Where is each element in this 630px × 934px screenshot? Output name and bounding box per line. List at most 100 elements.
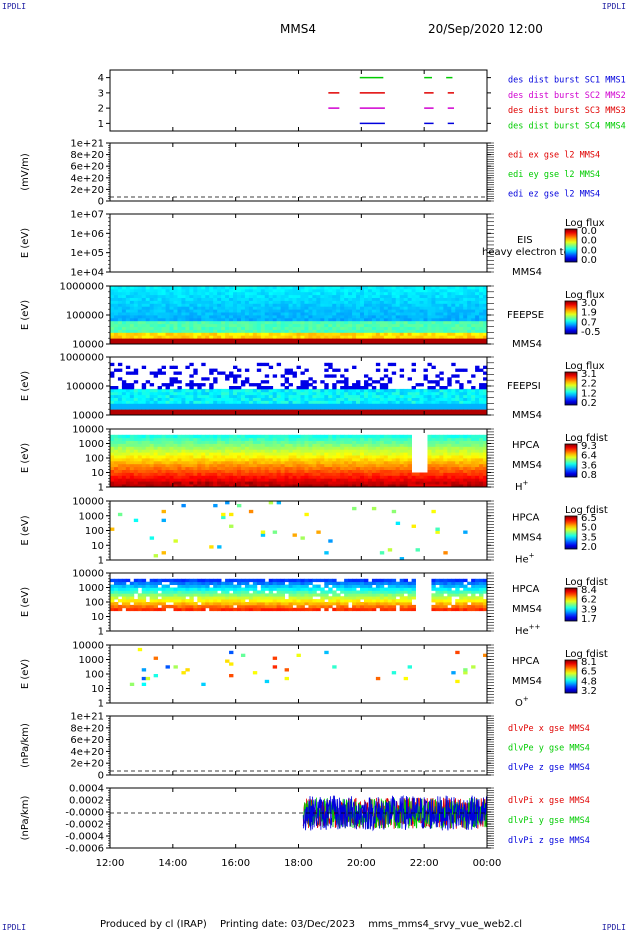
y-tick-label: 0 (98, 197, 104, 208)
heatmap-cell (149, 460, 155, 465)
heatmap-cell (110, 317, 115, 322)
heatmap-cell (336, 455, 341, 459)
heatmap-cell (479, 368, 484, 372)
heatmap-cell (439, 335, 444, 339)
heatmap-cell (479, 455, 484, 459)
heatmap-cell (312, 288, 317, 293)
heatmap-cell (209, 469, 214, 473)
heatmap-cell (316, 452, 321, 456)
heatmap-cell (177, 455, 182, 459)
heatmap-cell (352, 286, 357, 290)
heatmap-cell (399, 452, 405, 456)
heatmap-cell (169, 297, 174, 301)
heatmap-cell (375, 437, 381, 441)
heatmap-cell (439, 394, 444, 398)
heatmap-cell (475, 309, 480, 313)
heatmap-cell (149, 335, 155, 339)
heatmap-cell (117, 312, 123, 316)
heatmap-cell (352, 440, 357, 444)
heatmap-cell (344, 458, 349, 462)
heatmap-cell (371, 323, 377, 327)
heatmap-cell (169, 309, 174, 313)
heatmap-cell (360, 294, 365, 298)
heatmap-cell (483, 306, 488, 310)
heatmap-cell (161, 320, 166, 325)
heatmap-cell (320, 297, 325, 301)
heatmap-cell (439, 326, 444, 330)
heatmap-cell (312, 437, 317, 441)
heatmap-cell (320, 446, 325, 450)
heatmap-cell (383, 291, 389, 296)
heatmap-cell (129, 323, 135, 327)
heatmap-cell (483, 463, 488, 468)
heatmap-cell (217, 329, 222, 333)
heatmap-cell (479, 306, 484, 310)
heatmap-cell (117, 377, 123, 381)
heatmap-cell (280, 309, 286, 313)
heatmap-cell (475, 440, 480, 444)
heatmap-cell (189, 397, 194, 401)
heatmap-cell (197, 460, 202, 465)
heatmap-cell (471, 391, 476, 396)
heatmap-cell (133, 388, 139, 393)
heatmap-cell (272, 452, 278, 456)
heatmap-cell (189, 286, 194, 290)
heatmap-cell (161, 460, 166, 465)
heatmap-cell (479, 341, 484, 345)
heatmap-cell (276, 338, 282, 342)
heatmap-cell (248, 320, 254, 325)
heatmap-cell (344, 309, 349, 313)
heatmap-cell (165, 437, 170, 441)
heatmap-cell (459, 449, 464, 453)
heatmap-cell (367, 388, 373, 393)
heatmap-cell (443, 341, 448, 345)
heatmap-cell (367, 406, 373, 410)
heatmap-cell (288, 434, 293, 439)
heatmap-cell (391, 443, 397, 447)
heatmap-cell (221, 469, 226, 473)
heatmap-cell (217, 303, 222, 307)
heatmap-cell (383, 309, 389, 313)
heatmap-cell (447, 481, 452, 485)
heatmap-cell (332, 443, 337, 447)
heatmap-cell (137, 320, 143, 325)
heatmap-cell (479, 323, 484, 327)
heatmap-cell (447, 297, 452, 301)
heatmap-cell (312, 463, 317, 468)
heatmap-cell (435, 288, 440, 293)
heatmap-cell (189, 288, 194, 293)
heatmap-cell (371, 463, 377, 468)
heatmap-cell (205, 484, 210, 488)
heatmap-cell (189, 412, 194, 416)
heatmap-cell (427, 406, 432, 410)
heatmap-cell (348, 403, 353, 407)
heatmap-cell (110, 315, 115, 319)
heatmap-cell (336, 294, 341, 298)
heatmap-cell (340, 403, 345, 407)
heatmap-cell (443, 475, 448, 479)
heatmap-cell (395, 317, 401, 322)
heatmap-cell (280, 440, 286, 444)
heatmap-cell (455, 374, 460, 378)
heatmap-cell (173, 288, 178, 293)
heatmap-cell (419, 475, 424, 479)
heatmap-cell (391, 460, 397, 465)
heatmap-cell (407, 329, 412, 333)
heatmap-cell (117, 397, 123, 401)
heatmap-cell (260, 388, 266, 393)
heatmap-cell (252, 452, 258, 456)
heatmap-cell (471, 458, 476, 462)
heatmap-cell (471, 335, 476, 339)
heatmap-cell (197, 291, 202, 296)
heatmap-cell (280, 400, 286, 404)
heatmap-cell (308, 455, 313, 459)
heatmap-cell (360, 475, 365, 479)
heatmap-cell (173, 312, 178, 316)
heatmap-cell (252, 460, 258, 465)
heatmap-cell (447, 306, 452, 310)
heatmap-cell (213, 400, 218, 404)
heatmap-cell (121, 406, 127, 410)
heatmap-cell (447, 446, 452, 450)
heatmap-cell (352, 478, 357, 482)
heatmap-cell (316, 440, 321, 444)
